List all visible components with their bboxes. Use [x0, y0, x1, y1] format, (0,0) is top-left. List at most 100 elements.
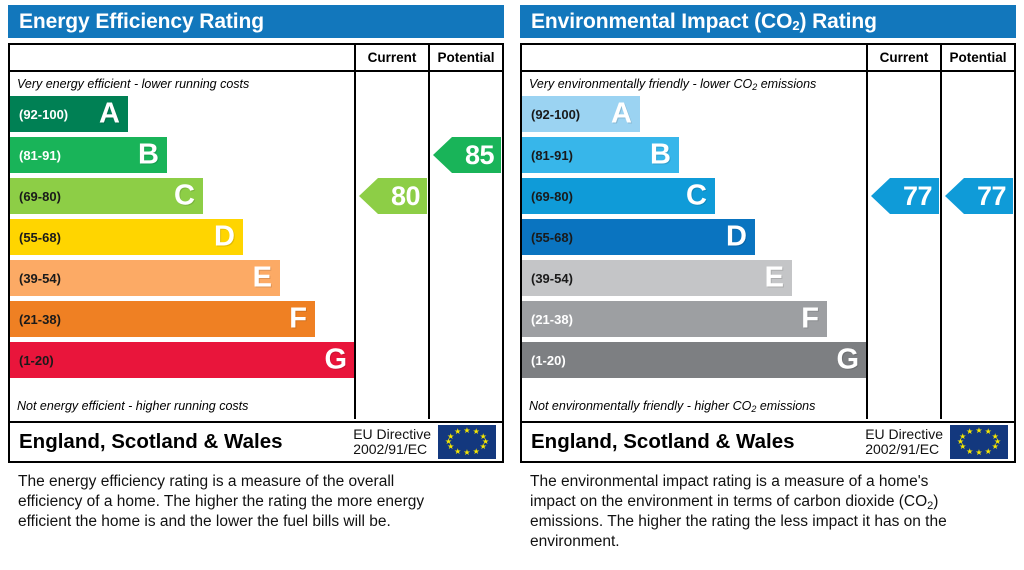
band-g-letter: G	[324, 343, 347, 376]
band-c-range: (69-80)	[19, 188, 61, 204]
environmental-impact-table: Current Potential Very environmentally f…	[520, 43, 1016, 421]
environmental-current-value: 77	[902, 180, 933, 211]
environmental-potential-value: 77	[976, 180, 1007, 211]
environmental-header-current: Current	[866, 45, 940, 70]
band-d-letter: D	[214, 220, 235, 253]
energy-header-current: Current	[354, 45, 428, 70]
energy-table-header-row: Current Potential	[10, 45, 502, 72]
env-bottom-caption-post: emissions	[756, 399, 816, 413]
band-e: (39-54) E	[10, 260, 280, 296]
band-b-letter: B	[138, 138, 159, 171]
band-b-range: (81-91)	[19, 147, 61, 163]
energy-potential-value: 85	[464, 139, 495, 170]
environmental-header-potential: Potential	[940, 45, 1014, 70]
energy-band-list: (92-100) A (81-91) B (69-80) C	[10, 96, 355, 383]
environmental-bands-column: Very environmentally friendly - lower CO…	[522, 72, 867, 419]
environmental-impact-title: Environmental Impact (CO 2) Rating	[520, 5, 1016, 38]
energy-footer: England, Scotland & Wales EU Directive 2…	[8, 421, 504, 463]
energy-directive-line2: 2002/91/EC	[353, 441, 428, 457]
energy-directive-line1: EU Directive	[353, 425, 431, 442]
band-a-range: (92-100)	[19, 106, 69, 122]
co2-band-g-range: (1-20)	[531, 352, 566, 368]
energy-footer-region: England, Scotland & Wales	[19, 430, 283, 453]
environmental-band-list: (92-100) A (81-91) B (69-80) C	[522, 96, 867, 383]
environmental-top-caption: Very environmentally friendly - lower CO…	[522, 72, 866, 96]
environmental-bottom-caption: Not environmentally friendly - higher CO…	[522, 396, 815, 419]
co2-band-c: (69-80) C	[522, 178, 715, 214]
energy-potential-marker: 85	[433, 137, 501, 173]
band-e-letter: E	[252, 261, 272, 294]
band-g: (1-20) G	[10, 342, 355, 378]
eu-flag-icon: ★ ★ ★ ★ ★ ★ ★ ★ ★ ★ ★ ★	[438, 425, 496, 459]
band-e-range: (39-54)	[19, 270, 61, 286]
epc-panels: Energy Efficiency Rating Current Potenti…	[0, 0, 1024, 553]
co2-band-a-letter: A	[611, 97, 632, 130]
eu-flag-icon-2: ★ ★ ★ ★ ★ ★ ★ ★ ★ ★ ★ ★	[950, 425, 1008, 459]
environmental-potential-marker: 77	[945, 178, 1013, 214]
co2-band-c-letter: C	[686, 179, 707, 212]
environmental-footer-directive: EU Directive 2002/91/EC	[858, 423, 950, 461]
energy-efficiency-title: Energy Efficiency Rating	[8, 5, 504, 38]
band-f-letter: F	[289, 302, 307, 335]
env-top-caption-sub: 2	[752, 82, 758, 92]
energy-efficiency-panel: Energy Efficiency Rating Current Potenti…	[0, 0, 512, 553]
environmental-footer: England, Scotland & Wales EU Directive 2…	[520, 421, 1016, 463]
energy-header-potential: Potential	[428, 45, 502, 70]
band-f: (21-38) F	[10, 301, 315, 337]
co2-band-a: (92-100) A	[522, 96, 640, 132]
environmental-current-column: 77	[866, 72, 940, 419]
band-d-range: (55-68)	[19, 229, 61, 245]
band-c: (69-80) C	[10, 178, 203, 214]
environmental-impact-title-text: Environmental Impact (CO	[531, 9, 793, 33]
band-a-letter: A	[99, 97, 120, 130]
environmental-table-body-row: Very environmentally friendly - lower CO…	[522, 72, 1014, 419]
environmental-directive-line2: 2002/91/EC	[865, 441, 940, 457]
environmental-current-marker: 77	[871, 178, 939, 214]
band-a: (92-100) A	[10, 96, 128, 132]
environmental-table-header-row: Current Potential	[522, 45, 1014, 72]
energy-current-column: 80	[354, 72, 428, 419]
energy-potential-column: 85	[428, 72, 502, 419]
band-c-letter: C	[174, 179, 195, 212]
env-top-caption-pre: Very environmentally friendly - lower CO	[529, 77, 753, 91]
energy-current-value: 80	[390, 180, 421, 211]
environmental-impact-panel: Environmental Impact (CO 2) Rating Curren…	[512, 0, 1024, 553]
co2-band-b-letter: B	[650, 138, 671, 171]
environmental-header-blank	[522, 45, 866, 70]
co2-band-a-range: (92-100)	[531, 106, 581, 122]
co2-band-b: (81-91) B	[522, 137, 679, 173]
energy-footer-directive: EU Directive 2002/91/EC	[346, 423, 438, 461]
env-bottom-caption-pre: Not environmentally friendly - higher CO	[529, 399, 752, 413]
energy-table-body-row: Very energy efficient - lower running co…	[10, 72, 502, 419]
energy-efficiency-table: Current Potential Very energy efficient …	[8, 43, 504, 421]
environmental-footer-region: England, Scotland & Wales	[531, 430, 795, 453]
co2-band-d: (55-68) D	[522, 219, 755, 255]
energy-bottom-caption: Not energy efficient - higher running co…	[17, 399, 249, 413]
co2-band-e: (39-54) E	[522, 260, 792, 296]
energy-bands-column: Very energy efficient - lower running co…	[10, 72, 355, 419]
band-d: (55-68) D	[10, 219, 243, 255]
co2-band-f-letter: F	[801, 302, 819, 335]
co2-band-d-range: (55-68)	[531, 229, 573, 245]
env-bottom-caption-sub: 2	[751, 404, 757, 414]
co2-band-c-range: (69-80)	[531, 188, 573, 204]
environmental-potential-column: 77	[940, 72, 1014, 419]
co2-band-d-letter: D	[726, 220, 747, 253]
energy-current-marker: 80	[359, 178, 427, 214]
band-f-range: (21-38)	[19, 311, 61, 327]
environmental-title-suffix: ) Rating	[799, 9, 877, 33]
environmental-title-subscript: 2	[792, 18, 800, 33]
co2-band-e-range: (39-54)	[531, 270, 573, 286]
energy-header-blank	[10, 45, 354, 70]
co2-band-g-letter: G	[836, 343, 859, 376]
environmental-explanation: The environmental impact rating is a mea…	[530, 473, 947, 551]
band-b: (81-91) B	[10, 137, 167, 173]
co2-band-g: (1-20) G	[522, 342, 867, 378]
co2-band-e-letter: E	[764, 261, 784, 294]
co2-band-f: (21-38) F	[522, 301, 827, 337]
energy-top-caption: Very energy efficient - lower running co…	[17, 77, 250, 91]
co2-band-f-range: (21-38)	[531, 311, 573, 327]
band-g-range: (1-20)	[19, 352, 54, 368]
environmental-directive-line1: EU Directive	[865, 425, 943, 442]
